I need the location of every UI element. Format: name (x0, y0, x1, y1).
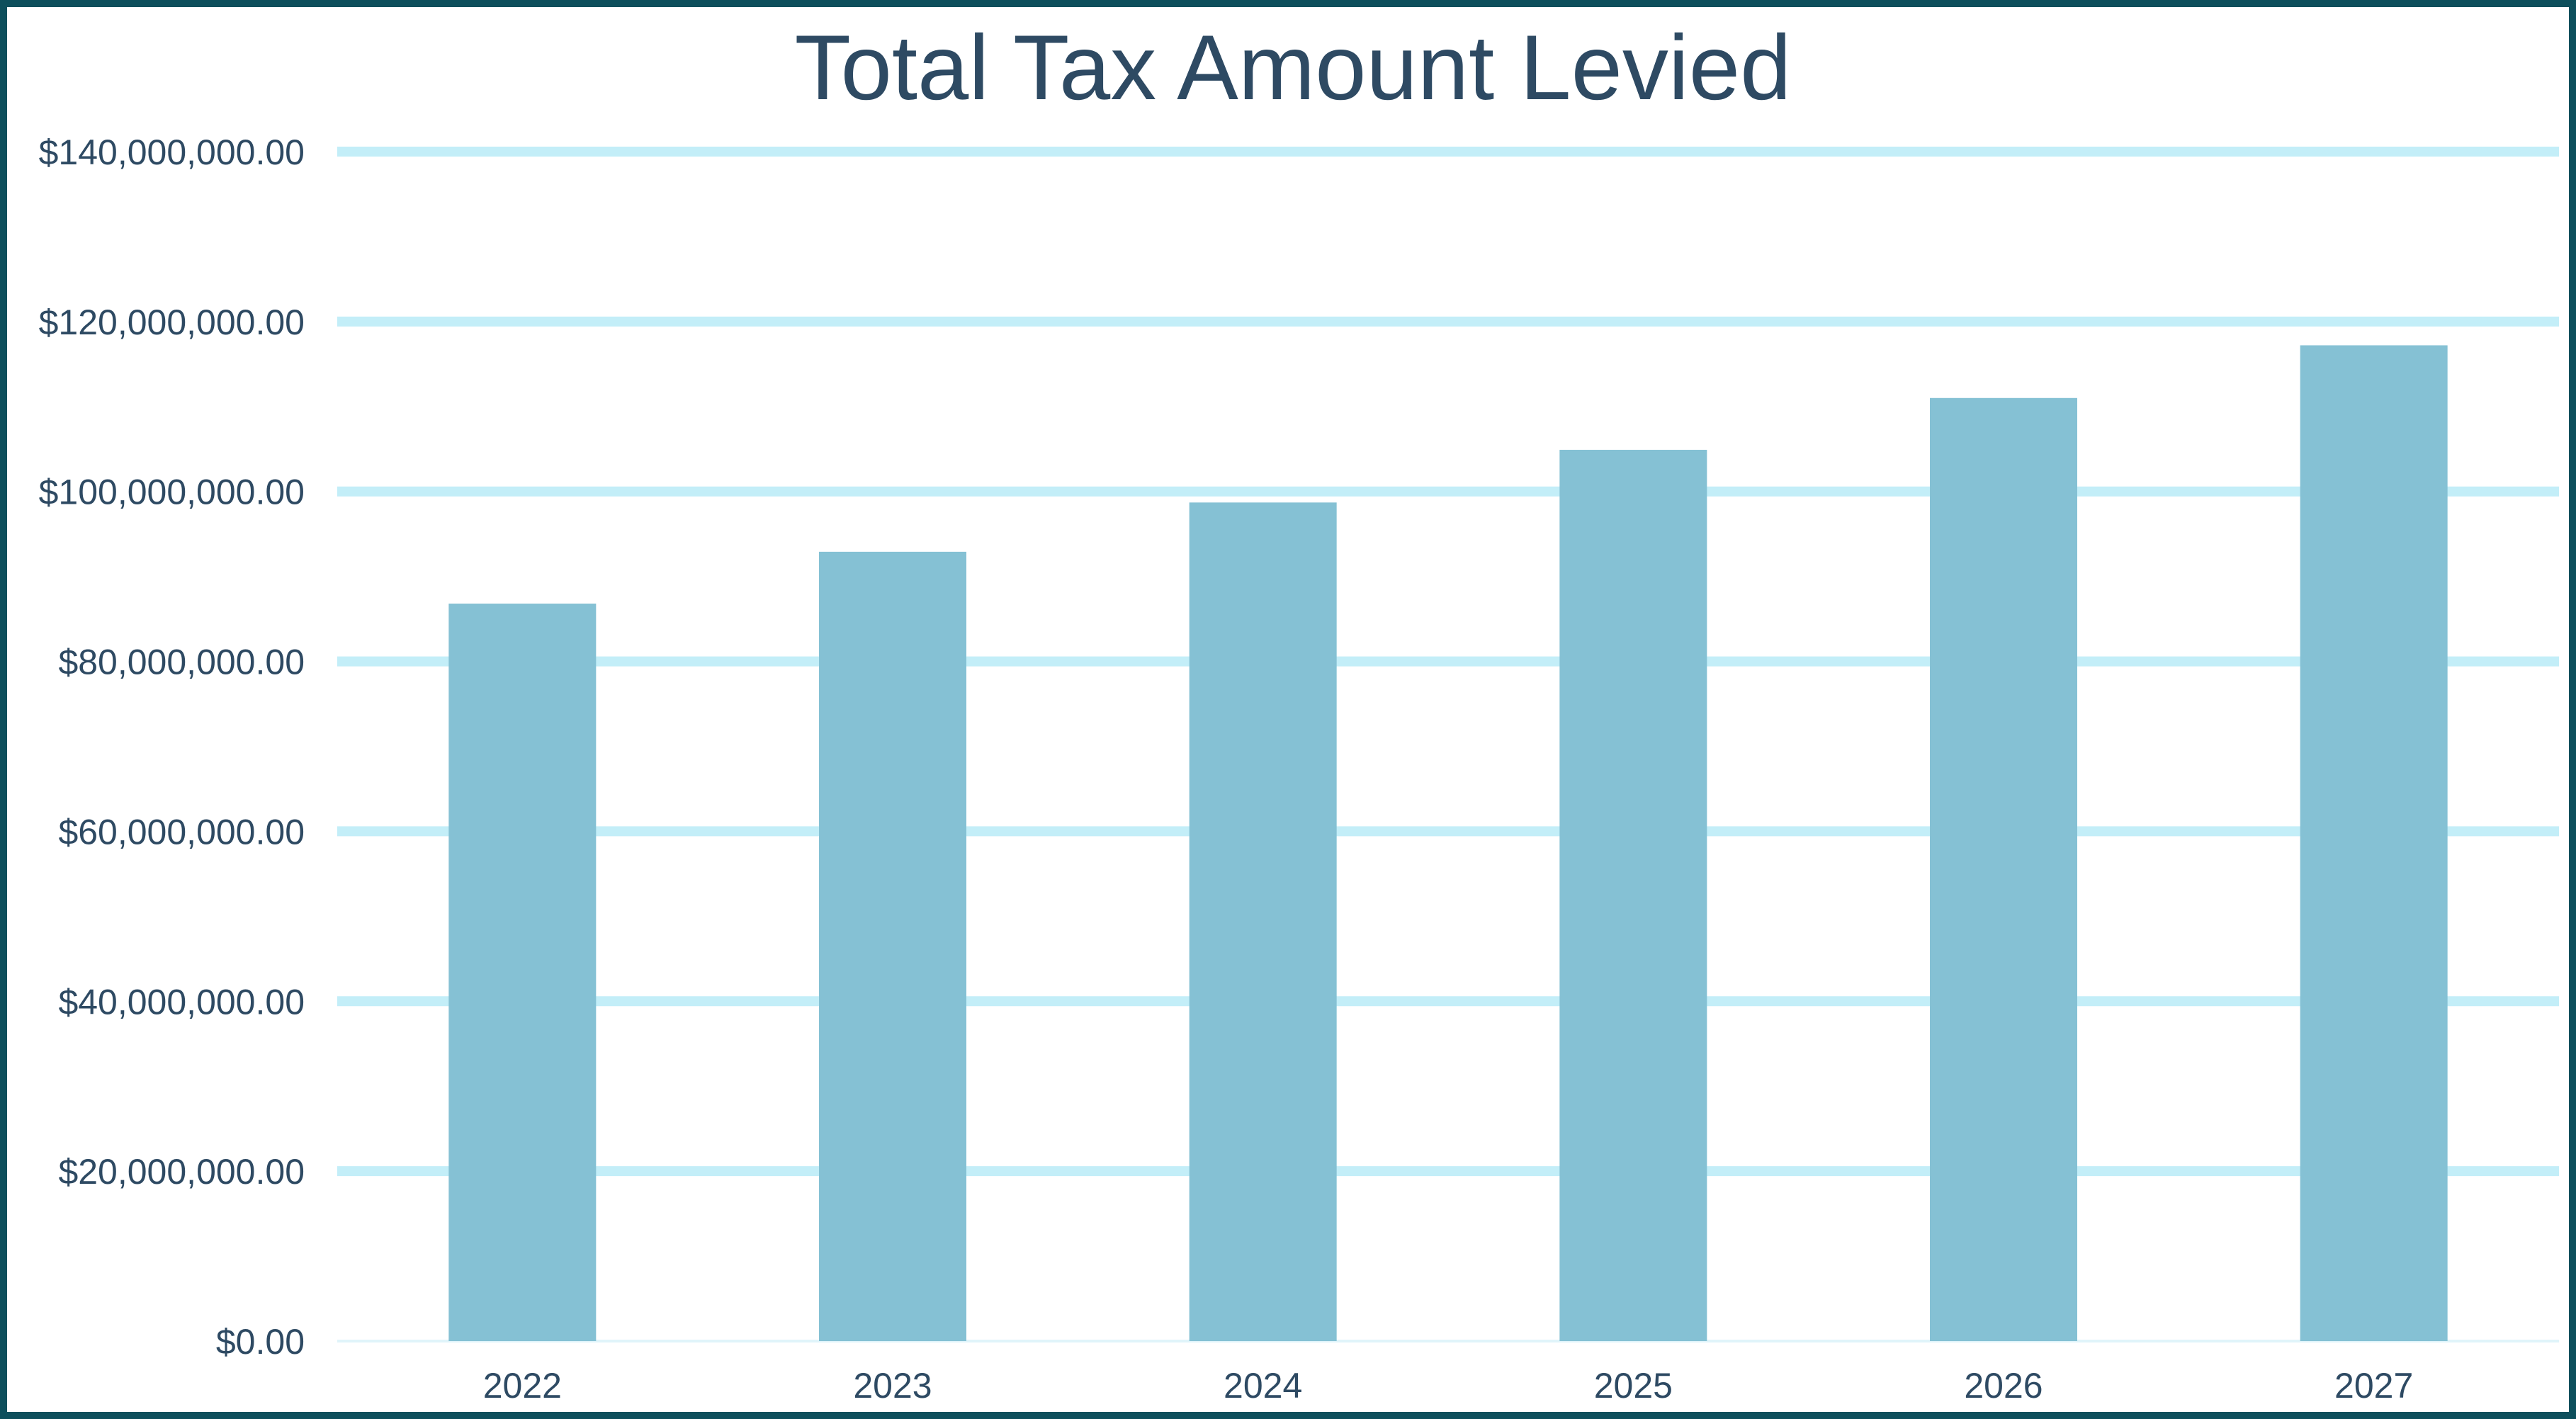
bar-2024 (1189, 502, 1337, 1342)
x-tick-label: 2024 (1224, 1366, 1302, 1406)
x-tick-label: 2025 (1594, 1366, 1673, 1406)
y-tick-label: $20,000,000.00 (58, 1152, 305, 1192)
x-axis-tick-labels: 2022 2023 2024 2025 2026 2027 (483, 1366, 2414, 1406)
bars (448, 345, 2448, 1342)
chart-title: Total Tax Amount Levied (795, 16, 1792, 119)
x-tick-label: 2023 (853, 1366, 932, 1406)
y-tick-label: $40,000,000.00 (58, 982, 305, 1022)
y-tick-label: $140,000,000.00 (39, 132, 305, 172)
y-axis-tick-labels: $0.00 $20,000,000.00 $40,000,000.00 $60,000… (39, 132, 305, 1362)
y-tick-label: $80,000,000.00 (58, 643, 305, 682)
bar-2025 (1559, 449, 1707, 1342)
y-tick-label: $120,000,000.00 (39, 303, 305, 342)
y-tick-label: $60,000,000.00 (58, 812, 305, 852)
x-tick-label: 2026 (1964, 1366, 2043, 1406)
bar-2026 (1930, 397, 2077, 1341)
bar-2023 (819, 551, 966, 1342)
bar-2022 (448, 604, 597, 1341)
bar-2027 (2300, 345, 2448, 1341)
x-tick-label: 2027 (2334, 1366, 2413, 1406)
gridlines (337, 147, 2559, 1342)
y-tick-label: $100,000,000.00 (39, 473, 305, 512)
y-tick-label: $0.00 (216, 1322, 305, 1362)
x-tick-label: 2022 (483, 1366, 562, 1406)
